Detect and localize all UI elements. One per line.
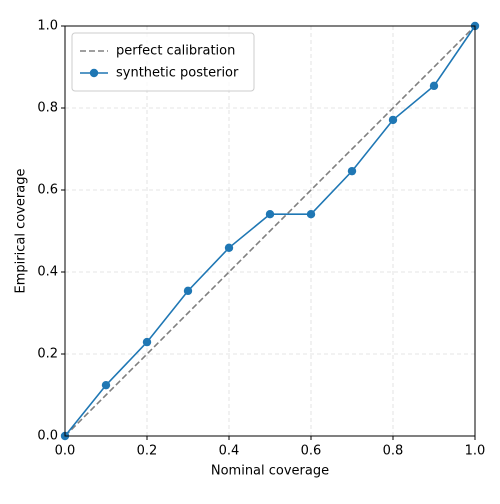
y-tick-label: 0.6 [37,183,58,198]
x-tick-label: 0.8 [383,444,404,459]
data-point [388,115,398,125]
data-point [183,286,193,296]
data-point [265,209,275,219]
y-tick-label: 1.0 [37,19,58,34]
y-tick-label: 0.2 [37,347,58,362]
x-tick-label: 0.4 [219,444,240,459]
data-point [306,209,316,219]
legend-label: synthetic posterior [116,66,239,81]
data-point [429,81,439,91]
y-axis-label: Empirical coverage [14,169,29,294]
x-tick-label: 0.6 [301,444,322,459]
x-tick-label: 1.0 [465,444,486,459]
legend-marker [89,68,99,78]
y-tick-label: 0.4 [37,265,58,280]
legend-label: perfect calibration [116,44,235,59]
x-tick-label: 0.0 [55,444,76,459]
x-tick-label: 0.2 [137,444,158,459]
data-point [347,166,357,176]
x-axis-label: Nominal coverage [211,464,329,479]
y-tick-label: 0.0 [37,429,58,444]
data-point [224,243,234,253]
data-point [142,337,152,347]
series-line [64,25,476,437]
data-point [101,380,111,390]
y-tick-label: 0.8 [37,101,58,116]
legend: perfect calibration synthetic posterior [71,32,255,92]
plot-frame [64,25,476,437]
legend-box [71,32,255,92]
